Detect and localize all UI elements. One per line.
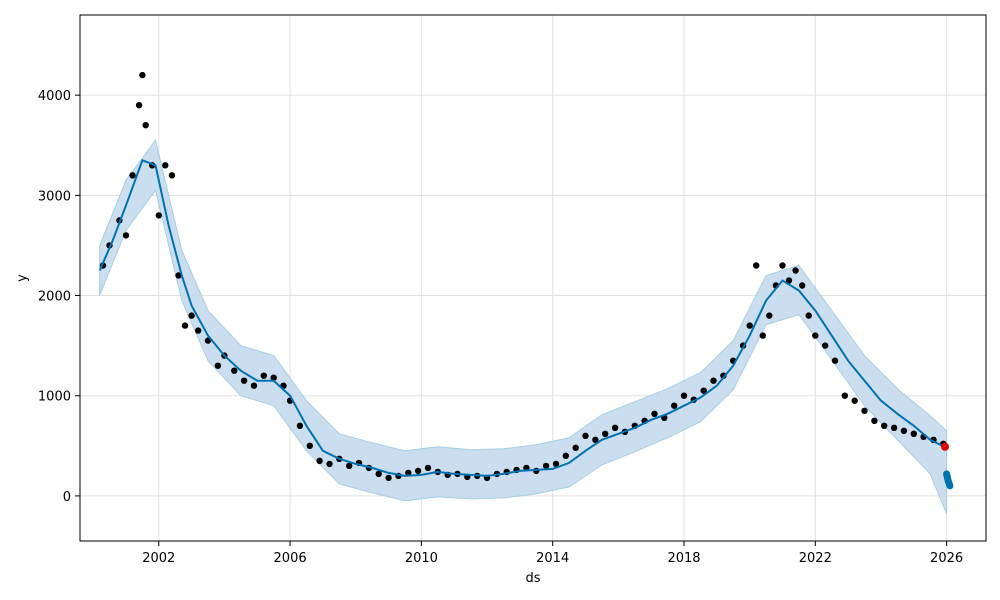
uncertainty-band-layer [99,139,948,515]
observed-point [785,277,793,284]
observed-point [385,474,392,482]
observed-point [306,442,313,449]
observed-point [822,342,829,349]
observed-point [753,262,760,269]
observed-point [759,332,766,339]
y-tick-label: 2000 [38,290,71,305]
observed-points-layer [99,71,947,482]
observed-point [792,267,799,274]
observed-point [861,407,868,414]
observed-point [168,172,176,179]
observed-point [155,212,162,219]
observed-point [841,392,848,399]
observed-point [562,452,569,459]
observed-point [611,424,619,431]
observed-point [831,357,839,364]
observed-point [680,392,688,399]
observed-point [805,312,812,319]
observed-point [270,374,277,381]
x-axis-ticks: 2002 2006 2010 2014 2018 2022 2026 [142,541,963,566]
observed-point [188,312,195,319]
observed-point [139,71,146,79]
observed-point [231,367,238,374]
observed-point [812,332,819,339]
observed-point [162,162,169,169]
last-observed-point [941,442,949,451]
grid [80,15,986,541]
observed-point [375,470,382,478]
y-tick-label: 0 [63,490,71,505]
observed-point [799,282,806,289]
forecast-tail [943,470,954,490]
observed-point [871,417,878,424]
observed-point [214,362,222,369]
x-tick-label: 2006 [274,551,307,566]
observed-point [326,460,333,468]
x-tick-label: 2026 [930,551,963,566]
observed-point [552,460,560,468]
observed-point [602,430,609,437]
observed-point [296,422,304,429]
observed-point [851,397,858,404]
observed-point [720,372,727,379]
observed-point [135,102,143,109]
forecast-line-layer [98,159,948,477]
observed-point [142,122,149,129]
x-axis-label: ds [525,571,540,586]
observed-point [175,272,182,279]
observed-point [710,377,717,384]
x-tick-label: 2014 [536,551,569,566]
observed-point [700,387,707,394]
observed-point [122,232,130,239]
y-axis-ticks: 0 1000 2000 3000 4000 [38,89,80,505]
x-tick-label: 2018 [667,551,700,566]
y-tick-label: 4000 [38,89,71,104]
observed-point [766,312,773,319]
x-tick-label: 2010 [405,551,438,566]
observed-point [129,172,136,179]
y-tick-label: 3000 [38,189,71,204]
observed-point [572,444,579,451]
forecast-tail-layer [941,442,954,490]
observed-point [542,462,550,470]
observed-point [890,424,898,431]
observed-point [195,327,202,334]
observed-point [405,469,412,477]
observed-point [651,410,658,417]
observed-point [592,436,599,443]
uncertainty-band [99,139,948,515]
observed-point [582,432,589,439]
observed-point [910,430,917,437]
observed-point [181,322,189,329]
observed-point [424,464,432,472]
observed-point [316,457,323,464]
observed-point [260,372,267,379]
observed-point [779,262,786,269]
observed-point [346,462,353,470]
observed-point [250,382,258,389]
y-tick-label: 1000 [38,390,71,405]
observed-point [900,427,908,434]
x-tick-label: 2022 [799,551,832,566]
observed-point [671,402,678,409]
observed-point [746,322,753,329]
plot-frame [79,14,987,542]
x-tick-label: 2002 [142,551,175,566]
observed-point [240,377,248,384]
y-axis-label: y [15,274,30,282]
observed-point [881,422,888,429]
forecast-line [98,159,948,477]
observed-point [414,467,422,475]
